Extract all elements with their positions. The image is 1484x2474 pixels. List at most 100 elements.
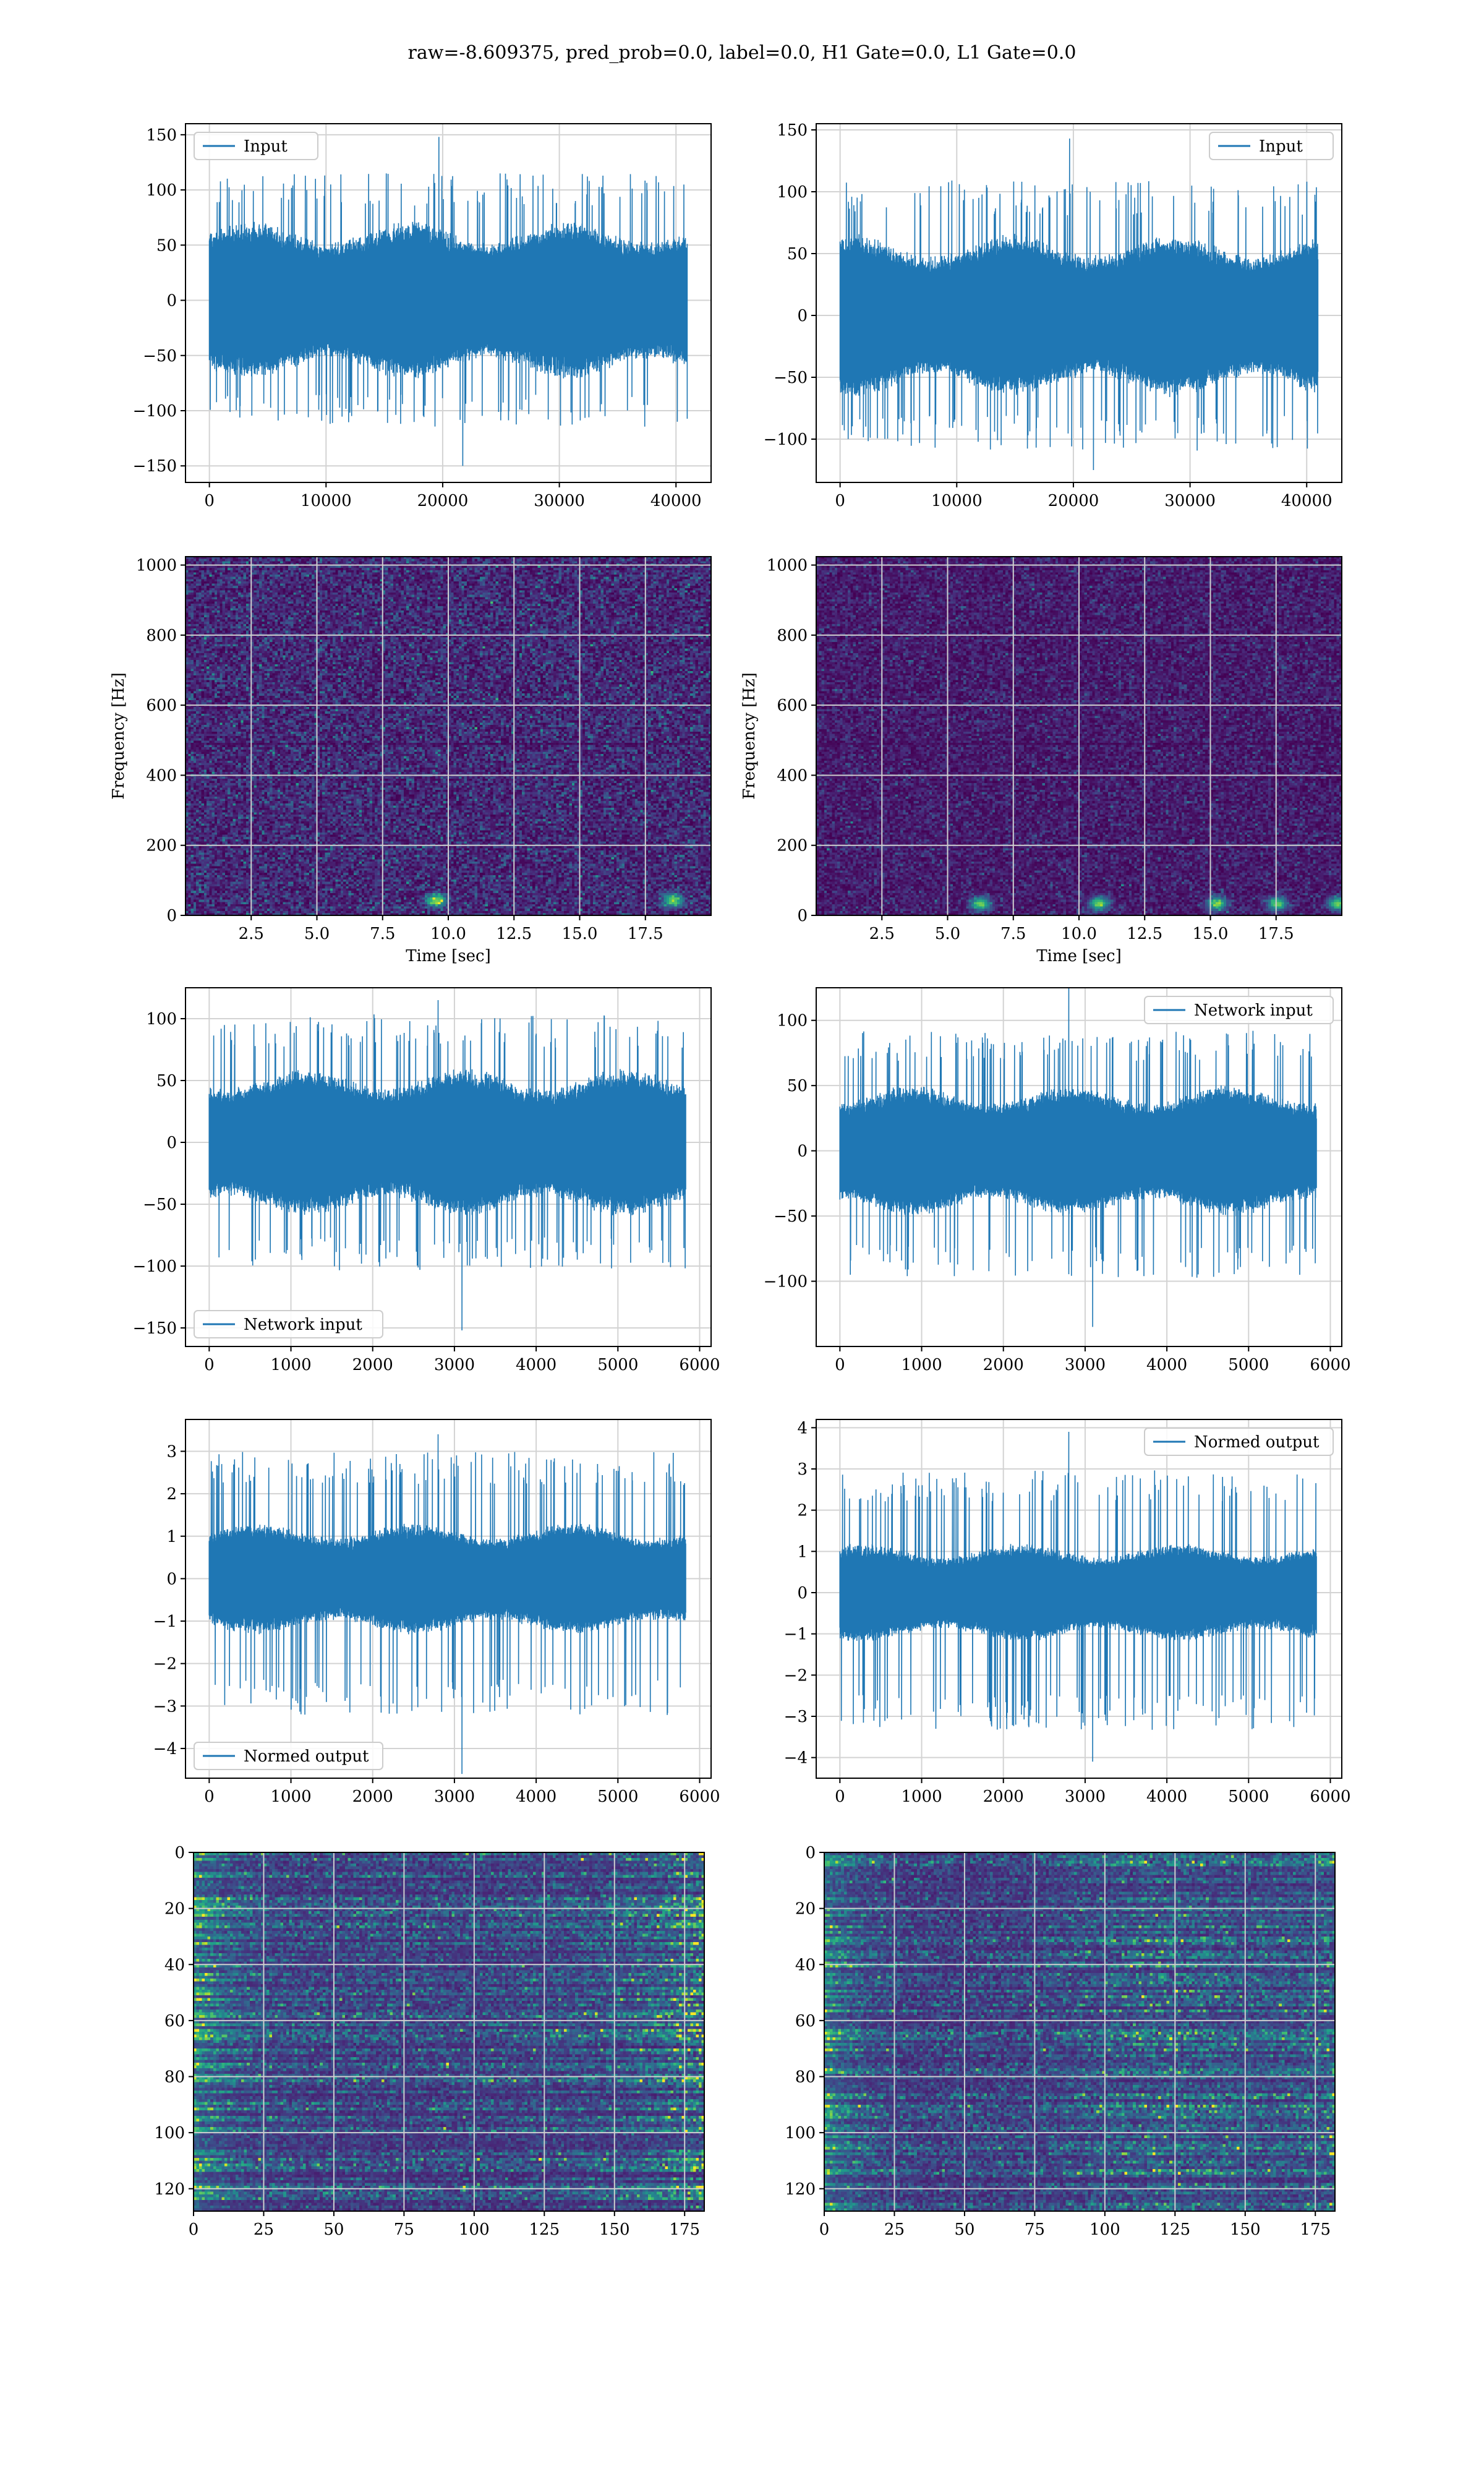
axes-frame bbox=[816, 987, 1342, 1347]
y-tick-label: 100 bbox=[146, 1010, 177, 1029]
y-tick-label: 50 bbox=[156, 1072, 177, 1090]
y-tick-label: 1000 bbox=[767, 557, 808, 575]
x-tick-label: 2000 bbox=[983, 1787, 1024, 1806]
y-tick-label: −2 bbox=[153, 1655, 177, 1674]
x-tick-label: 0 bbox=[835, 1356, 845, 1374]
axes-frame bbox=[185, 123, 712, 483]
x-tick-label: 0 bbox=[835, 1787, 845, 1806]
x-tick-label: 0 bbox=[819, 2220, 830, 2239]
x-tick-label: 100 bbox=[1090, 2220, 1120, 2239]
x-tick-label: 125 bbox=[1159, 2220, 1190, 2239]
x-tick-label: 5.0 bbox=[304, 925, 330, 943]
y-tick-label: 200 bbox=[777, 837, 808, 855]
legend-box bbox=[194, 1310, 383, 1338]
y-tick-label: −3 bbox=[153, 1697, 177, 1716]
x-tick-label: 20000 bbox=[417, 492, 469, 510]
legend: Network input bbox=[1144, 996, 1334, 1024]
y-tick-label: 150 bbox=[146, 126, 177, 145]
y-tick-label: 800 bbox=[777, 627, 808, 645]
x-tick-label: 6000 bbox=[679, 1356, 720, 1374]
y-tick-label: −1 bbox=[153, 1612, 177, 1631]
y-tick-label: −50 bbox=[143, 347, 177, 366]
x-tick-label: 1000 bbox=[901, 1787, 942, 1806]
grid-lines bbox=[193, 1852, 704, 2211]
y-tick-label: 0 bbox=[797, 1142, 808, 1161]
x-tick-label: 2.5 bbox=[869, 925, 895, 943]
x-tick-label: 1000 bbox=[901, 1356, 942, 1374]
panel-H1-input: 0 10000 20000 30000 40000 −150 −100 −50 0 50 100 15… bbox=[133, 123, 712, 510]
y-tick-label: −100 bbox=[133, 1257, 177, 1276]
panel-H1-network-input: 0 1000 2000 3000 4000 5000 6000 −150 −100 −50 0 50 1… bbox=[133, 987, 720, 1374]
y-tick-label: −150 bbox=[133, 457, 177, 476]
series-line bbox=[208, 999, 686, 1331]
x-tick-label: 25 bbox=[884, 2220, 905, 2239]
y-tick-label: 150 bbox=[777, 121, 808, 140]
y-tick-label: 3 bbox=[166, 1442, 177, 1461]
x-tick-label: 20000 bbox=[1048, 492, 1099, 510]
x-tick-label: 6000 bbox=[1310, 1787, 1350, 1806]
y-axis-label: Frequency [Hz] bbox=[740, 672, 759, 800]
y-tick-label: 80 bbox=[795, 2068, 816, 2087]
axes-frame bbox=[816, 123, 1342, 483]
axes-frame bbox=[185, 556, 712, 916]
x-tick-label: 1000 bbox=[270, 1787, 311, 1806]
x-tick-label: 75 bbox=[1025, 2220, 1045, 2239]
axes-frame bbox=[193, 1852, 705, 2212]
y-tick-label: 0 bbox=[174, 1844, 185, 1862]
panel-H1-feature-map: 0 25 50 75 100 125 150 175 0 20 40 60 80 100 120 bbox=[154, 1844, 705, 2239]
x-tick-label: 50 bbox=[954, 2220, 974, 2239]
y-tick-label: 400 bbox=[777, 766, 808, 785]
x-tick-label: 30000 bbox=[1164, 492, 1216, 510]
series-line bbox=[839, 988, 1317, 1327]
y-tick-label: 0 bbox=[797, 307, 808, 325]
x-tick-label: 10000 bbox=[931, 492, 983, 510]
legend-label: Network input bbox=[244, 1316, 362, 1334]
x-tick-label: 10000 bbox=[301, 492, 352, 510]
x-tick-label: 150 bbox=[1230, 2220, 1261, 2239]
y-tick-label: 100 bbox=[777, 183, 808, 202]
y-tick-label: 50 bbox=[787, 245, 808, 263]
x-tick-label: 2000 bbox=[352, 1356, 393, 1374]
x-tick-label: 50 bbox=[323, 2220, 344, 2239]
x-tick-label: 15.0 bbox=[1193, 925, 1229, 943]
y-tick-label: 20 bbox=[164, 1900, 185, 1919]
x-tick-label: 175 bbox=[669, 2220, 700, 2239]
y-tick-label: −50 bbox=[774, 369, 808, 387]
y-tick-label: 60 bbox=[795, 2012, 816, 2031]
x-tick-label: 0 bbox=[204, 1787, 215, 1806]
panel-H1-spectrogram: 2.5 5.0 7.5 10.0 12.5 15.0 17.5 0 200 400 600 800 10… bbox=[109, 556, 712, 965]
y-tick-label: 4 bbox=[797, 1419, 808, 1437]
x-tick-label: 1000 bbox=[270, 1356, 311, 1374]
x-tick-label: 4000 bbox=[516, 1356, 556, 1374]
y-tick-label: 800 bbox=[146, 627, 177, 645]
y-tick-label: −4 bbox=[784, 1749, 808, 1768]
y-tick-label: 100 bbox=[154, 2124, 185, 2142]
x-tick-label: 5000 bbox=[597, 1356, 638, 1374]
y-tick-label: 1 bbox=[166, 1528, 177, 1546]
y-tick-label: 1000 bbox=[136, 557, 177, 575]
x-tick-label: 5000 bbox=[1228, 1787, 1269, 1806]
x-tick-label: 2000 bbox=[983, 1356, 1024, 1374]
x-tick-label: 6000 bbox=[679, 1787, 720, 1806]
legend: Input bbox=[194, 132, 318, 160]
x-tick-label: 5000 bbox=[597, 1787, 638, 1806]
x-tick-label: 12.5 bbox=[1127, 925, 1162, 943]
legend-label: Network input bbox=[1194, 1001, 1313, 1020]
y-tick-label: 0 bbox=[166, 292, 177, 310]
x-tick-label: 175 bbox=[1300, 2220, 1331, 2239]
heatmap-image bbox=[824, 1852, 1335, 2211]
x-tick-label: 4000 bbox=[1146, 1356, 1187, 1374]
y-tick-label: 600 bbox=[777, 696, 808, 715]
y-tick-label: −100 bbox=[764, 430, 808, 449]
series-line bbox=[839, 138, 1319, 471]
x-tick-label: 40000 bbox=[1281, 492, 1333, 510]
y-tick-label: 0 bbox=[797, 1584, 808, 1603]
legend: Input bbox=[1209, 132, 1334, 160]
y-tick-label: 2 bbox=[797, 1502, 808, 1520]
y-tick-label: −100 bbox=[133, 402, 177, 421]
x-tick-label: 0 bbox=[204, 1356, 215, 1374]
y-tick-label: 0 bbox=[166, 1570, 177, 1588]
legend-label: Input bbox=[1259, 137, 1303, 156]
x-tick-label: 100 bbox=[459, 2220, 490, 2239]
x-axis-label: Time [sec] bbox=[1036, 947, 1122, 965]
